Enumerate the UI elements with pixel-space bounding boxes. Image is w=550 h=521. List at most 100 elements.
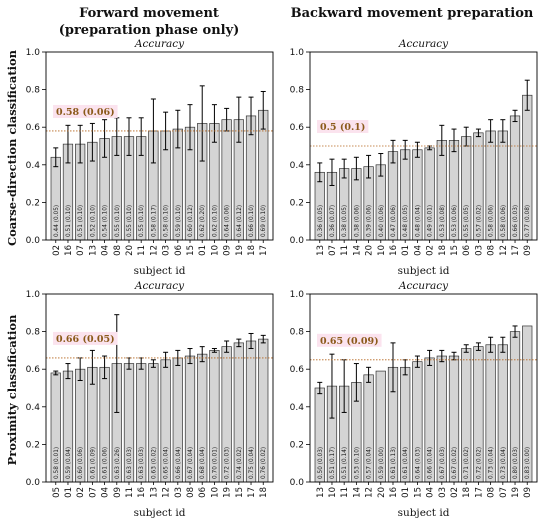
bar-value-label: 0.58 (0.10) xyxy=(164,205,170,237)
bar-value-label: 0.48 (0.04) xyxy=(415,205,421,237)
y-tick-label: 1.0 xyxy=(26,290,41,300)
y-tick-label: 1.0 xyxy=(290,290,305,300)
bar-value-label: 0.57 (0.04) xyxy=(367,447,373,479)
chance-label-highlight xyxy=(53,331,118,345)
bar-value-label: 0.38 (0.06) xyxy=(354,205,360,237)
bar-value-label: 0.53 (0.08) xyxy=(440,205,446,237)
chance-level-label: 0.58 (0.06) xyxy=(56,107,115,118)
x-tick-label: 19 xyxy=(235,245,245,256)
x-tick-label: 07 xyxy=(499,487,509,498)
x-tick-label: 07 xyxy=(76,245,86,256)
x-axis-label: subject id xyxy=(398,507,450,519)
bar-value-label: 0.50 (0.03) xyxy=(318,447,324,479)
y-tick-label: 0.4 xyxy=(290,161,305,171)
bar-value-label: 0.62 (0.10) xyxy=(212,205,218,237)
x-tick-label: 04 xyxy=(426,487,436,498)
y-tick-label: 0.6 xyxy=(26,365,41,375)
chance-label-highlight xyxy=(317,120,369,133)
y-tick-label: 0.4 xyxy=(26,403,41,413)
chance-label-highlight xyxy=(317,333,382,347)
bar-value-label: 0.67 (0.04) xyxy=(188,447,194,479)
x-tick-label: 13 xyxy=(149,487,159,498)
bar-value-label: 0.66 (0.04) xyxy=(176,447,182,479)
bar-value-label: 0.47 (0.06) xyxy=(391,205,397,237)
bar-value-label: 0.36 (0.07) xyxy=(330,205,336,237)
x-tick-label: 09 xyxy=(223,245,233,256)
x-tick-label: 04 xyxy=(101,245,111,256)
bar-value-label: 0.66 (0.10) xyxy=(249,205,255,237)
x-tick-label: 03 xyxy=(474,245,484,256)
x-tick-label: 13 xyxy=(316,245,326,256)
bar-value-label: 0.64 (0.03) xyxy=(415,447,421,479)
bar-value-label: 0.68 (0.04) xyxy=(200,447,206,479)
x-tick-label: 14 xyxy=(352,245,362,256)
x-tick-label: 16 xyxy=(64,245,74,256)
x-tick-label: 18 xyxy=(247,245,257,256)
x-tick-label: 20 xyxy=(125,245,135,256)
x-tick-label: 03 xyxy=(174,487,184,498)
bar-value-label: 0.65 (0.04) xyxy=(164,447,170,479)
y-tick-label: 0.6 xyxy=(290,365,305,375)
x-tick-label: 04 xyxy=(101,487,111,498)
x-tick-label: 15 xyxy=(235,487,245,498)
x-tick-label: 08 xyxy=(113,245,123,256)
x-axis-label: subject id xyxy=(134,507,186,519)
bar-value-label: 0.51 (0.10) xyxy=(78,205,84,237)
column-title-backward: Backward movement preparation xyxy=(291,6,534,21)
panel-title: Accuracy xyxy=(134,280,185,292)
x-tick-label: 09 xyxy=(523,245,533,256)
bar-value-label: 0.55 (0.05) xyxy=(464,205,470,237)
bar-value-label: 0.67 (0.03) xyxy=(440,447,446,479)
bar-value-label: 0.39 (0.06) xyxy=(367,205,373,237)
panel-title: Accuracy xyxy=(398,38,449,50)
x-tick-label: 15 xyxy=(186,245,196,256)
bar-value-label: 0.53 (0.06) xyxy=(452,205,458,237)
bar-value-label: 0.58 (0.17) xyxy=(151,205,157,237)
bar-value-label: 0.71 (0.02) xyxy=(464,447,470,479)
y-tick-label: 1.0 xyxy=(26,48,41,58)
bar-value-label: 0.61 (0.06) xyxy=(103,447,109,479)
x-tick-label: 10 xyxy=(328,487,338,498)
bar-value-label: 0.72 (0.02) xyxy=(476,447,482,479)
x-tick-label: 18 xyxy=(438,245,448,256)
x-tick-label: 15 xyxy=(450,245,460,256)
bar-value-label: 0.63 (0.03) xyxy=(139,447,145,479)
x-tick-label: 17 xyxy=(511,245,521,256)
x-tick-label: 02 xyxy=(450,487,460,498)
bar-value-label: 0.38 (0.05) xyxy=(342,205,348,237)
panel-title: Accuracy xyxy=(134,38,185,50)
bar-value-label: 0.60 (0.12) xyxy=(188,205,194,237)
x-tick-label: 09 xyxy=(523,487,533,498)
x-tick-label: 07 xyxy=(88,487,98,498)
y-tick-label: 0.8 xyxy=(26,86,41,96)
y-tick-label: 0.8 xyxy=(290,328,305,338)
bar-value-label: 0.66 (0.04) xyxy=(428,447,434,479)
bar-value-label: 0.59 (0.00) xyxy=(379,447,385,479)
x-tick-label: 10 xyxy=(377,245,387,256)
y-tick-label: 0.2 xyxy=(26,440,40,450)
x-axis-label: subject id xyxy=(134,265,186,277)
chance-label-highlight xyxy=(53,104,118,118)
axes-frame xyxy=(309,293,538,483)
y-tick-label: 0.0 xyxy=(26,478,41,488)
bar-value-label: 0.62 (0.20) xyxy=(200,205,206,237)
bar-value-label: 0.66 (0.03) xyxy=(513,205,519,237)
y-tick-label: 1.0 xyxy=(290,48,305,58)
bar-value-label: 0.55 (0.10) xyxy=(139,205,145,237)
x-tick-label: 15 xyxy=(413,487,423,498)
y-tick-label: 0.8 xyxy=(26,328,41,338)
x-tick-label: 01 xyxy=(198,245,208,256)
x-tick-label: 19 xyxy=(223,487,233,498)
bar-value-label: 0.67 (0.02) xyxy=(452,447,458,479)
x-tick-label: 12 xyxy=(149,245,159,256)
chance-level-label: 0.5 (0.1) xyxy=(320,122,365,133)
bar-value-label: 0.64 (0.06) xyxy=(225,205,231,237)
chance-level-label: 0.66 (0.05) xyxy=(56,334,115,345)
bar-value-label: 0.76 (0.02) xyxy=(261,447,267,479)
x-tick-label: 02 xyxy=(52,245,62,256)
x-tick-label: 04 xyxy=(413,245,423,256)
x-tick-label: 02 xyxy=(76,487,86,498)
x-tick-label: 12 xyxy=(499,245,509,256)
